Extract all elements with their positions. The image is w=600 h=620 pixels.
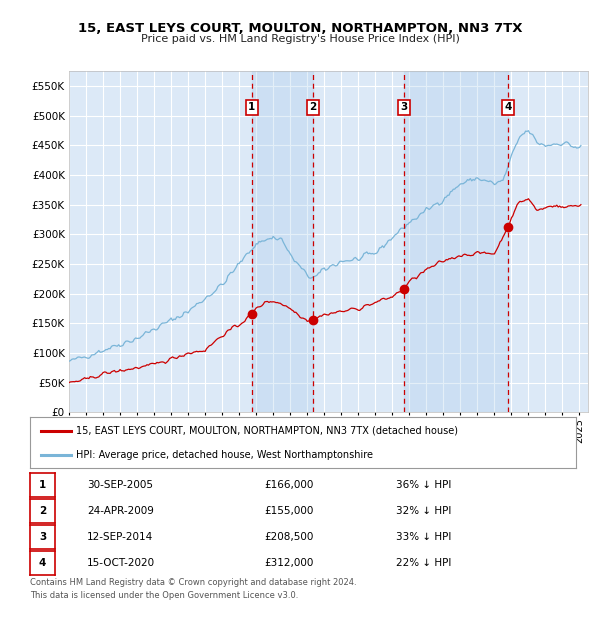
Text: £155,000: £155,000 [264,506,313,516]
Text: £166,000: £166,000 [264,480,313,490]
Text: 1: 1 [248,102,256,112]
Text: 30-SEP-2005: 30-SEP-2005 [87,480,153,490]
Text: 3: 3 [401,102,408,112]
Text: 2: 2 [309,102,316,112]
Text: 22% ↓ HPI: 22% ↓ HPI [396,558,451,568]
Text: 4: 4 [505,102,512,112]
Text: 15, EAST LEYS COURT, MOULTON, NORTHAMPTON, NN3 7TX: 15, EAST LEYS COURT, MOULTON, NORTHAMPTO… [78,22,522,35]
Text: 32% ↓ HPI: 32% ↓ HPI [396,506,451,516]
Text: 15-OCT-2020: 15-OCT-2020 [87,558,155,568]
Bar [252,71,313,412]
Text: This data is licensed under the Open Government Licence v3.0.: This data is licensed under the Open Gov… [30,591,298,601]
Text: £312,000: £312,000 [264,558,313,568]
Text: 2: 2 [39,506,46,516]
Text: 24-APR-2009: 24-APR-2009 [87,506,154,516]
Text: Contains HM Land Registry data © Crown copyright and database right 2024.: Contains HM Land Registry data © Crown c… [30,578,356,587]
Text: 12-SEP-2014: 12-SEP-2014 [87,532,153,542]
Text: 1: 1 [39,480,46,490]
Text: Price paid vs. HM Land Registry's House Price Index (HPI): Price paid vs. HM Land Registry's House … [140,34,460,44]
Text: 15, EAST LEYS COURT, MOULTON, NORTHAMPTON, NN3 7TX (detached house): 15, EAST LEYS COURT, MOULTON, NORTHAMPTO… [76,426,458,436]
Bar [404,71,508,412]
Text: 4: 4 [39,558,46,568]
Text: HPI: Average price, detached house, West Northamptonshire: HPI: Average price, detached house, West… [76,450,373,461]
Text: 33% ↓ HPI: 33% ↓ HPI [396,532,451,542]
Text: £208,500: £208,500 [264,532,313,542]
Text: 3: 3 [39,532,46,542]
Text: 36% ↓ HPI: 36% ↓ HPI [396,480,451,490]
